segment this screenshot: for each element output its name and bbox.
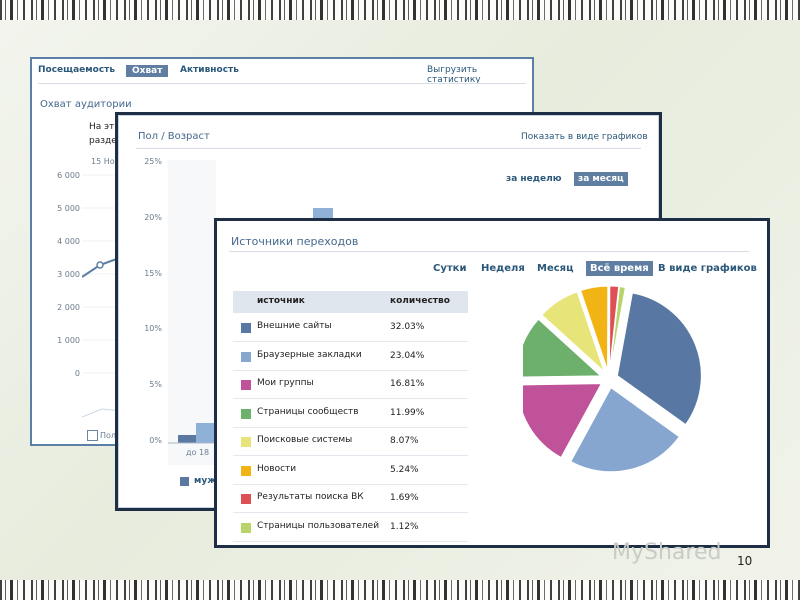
y-axis-label: 20% (144, 213, 162, 222)
watermark: MyShared (612, 540, 722, 565)
source-label: Мои группы (257, 378, 314, 388)
y-axis-label: 3 000 (57, 270, 80, 279)
tall-bar-fragment (313, 208, 333, 220)
gender-checkbox[interactable] (87, 430, 98, 441)
legend-swatch (241, 351, 251, 362)
table-row: Браузерные закладки 23.04% (233, 342, 468, 371)
legend-swatch (241, 437, 251, 447)
tab-visits[interactable]: Посещаемость (38, 65, 116, 75)
panel-title: Охват аудитории (40, 99, 132, 110)
intro-text-line: На это (89, 122, 120, 132)
pie-slice (609, 286, 626, 371)
panel-title: Пол / Возраст (138, 131, 210, 142)
bottom-decorative-strip (0, 580, 800, 600)
week-filter[interactable]: за неделю (506, 174, 562, 184)
pie-slice (609, 285, 620, 371)
intro-text-line: раздел (89, 136, 123, 146)
source-label: Страницы сообществ (257, 406, 359, 417)
legend-male-label: муж (194, 476, 217, 486)
traffic-sources-panel: Источники переходов Сутки Неделя Месяц В… (214, 218, 770, 548)
legend-swatch (241, 522, 251, 533)
y-axis-label: 25% (144, 157, 162, 166)
y-axis-label: 6 000 (57, 171, 80, 180)
pie-slice (523, 318, 602, 378)
pie-slice (541, 291, 606, 374)
pie-slice (616, 292, 702, 426)
x-axis-label: до 18 (186, 448, 210, 457)
source-label: Внешние сайты (257, 321, 332, 331)
source-value: 11.99% (390, 407, 425, 418)
source-label: Поисковые системы (257, 435, 353, 445)
tab-activity[interactable]: Активность (180, 65, 239, 75)
source-label: Браузерные закладки (257, 349, 362, 360)
table-row: Поисковые системы 8.07% (233, 427, 468, 456)
y-axis-label: 5 000 (57, 204, 80, 213)
column-header-source: источник (257, 296, 305, 306)
table-row: Новости 5.24% (233, 456, 468, 485)
divider (136, 148, 641, 149)
period-all-time[interactable]: Всё время (586, 261, 653, 276)
y-axis-label: 5% (149, 380, 162, 389)
source-value: 1.69% (390, 493, 419, 503)
source-value: 32.03% (390, 322, 425, 332)
export-stats-link[interactable]: Выгрузить статистику (427, 65, 481, 85)
source-label: Новости (257, 463, 297, 474)
y-axis-label: 10% (144, 324, 162, 333)
divider (229, 251, 749, 252)
pie-slice (580, 285, 609, 371)
period-week[interactable]: Неделя (481, 263, 525, 274)
legend-swatch (241, 494, 251, 504)
legend-swatch (241, 380, 251, 390)
pie-slice (570, 387, 680, 473)
y-axis-label: 0% (149, 436, 162, 445)
show-graphs-link[interactable]: Показать в виде графиков (521, 132, 648, 142)
month-filter[interactable]: за месяц (574, 172, 628, 186)
table-row: Мои группы 16.81% (233, 370, 468, 399)
table-row: Результаты поиска ВК 1.69% (233, 484, 468, 513)
y-axis-label: 0 (74, 369, 80, 378)
legend-swatch (241, 465, 251, 476)
date-label: 15 Ноя (91, 157, 120, 166)
table-header: источник количество (233, 291, 468, 313)
column-header-count: количество (390, 296, 450, 306)
y-axis-label: 15% (144, 269, 162, 278)
legend-swatch (241, 323, 251, 333)
page-number: 10 (737, 554, 753, 568)
gender-checkbox-label: Пол (100, 431, 117, 440)
show-graphs-link[interactable]: В виде графиков (658, 263, 757, 274)
legend-swatch (180, 477, 189, 486)
table-row: Страницы пользователей 1.12% (233, 513, 468, 542)
table-row: Страницы сообществ 11.99% (233, 399, 468, 428)
top-decorative-strip (0, 0, 800, 20)
table-row: Внешние сайты 32.03% (233, 313, 468, 342)
divider (38, 83, 526, 84)
y-axis-label: 1 000 (57, 336, 80, 345)
age-bar-chart-fragment (168, 160, 216, 465)
panel-title: Источники переходов (231, 235, 359, 248)
tab-reach[interactable]: Охват (126, 65, 169, 77)
source-value: 8.07% (390, 436, 419, 446)
source-value: 5.24% (390, 464, 419, 475)
source-value: 16.81% (390, 379, 425, 389)
sources-pie-chart (523, 285, 702, 473)
legend-swatch (241, 408, 251, 419)
source-label: Страницы пользователей (257, 520, 380, 531)
pie-slice (523, 383, 603, 459)
source-value: 23.04% (390, 350, 425, 361)
period-day[interactable]: Сутки (433, 263, 467, 274)
period-month[interactable]: Месяц (537, 263, 574, 274)
source-label: Результаты поиска ВК (257, 492, 364, 502)
source-value: 1.12% (390, 521, 419, 532)
y-axis-label: 2 000 (57, 303, 80, 312)
y-axis-label: 4 000 (57, 237, 80, 246)
